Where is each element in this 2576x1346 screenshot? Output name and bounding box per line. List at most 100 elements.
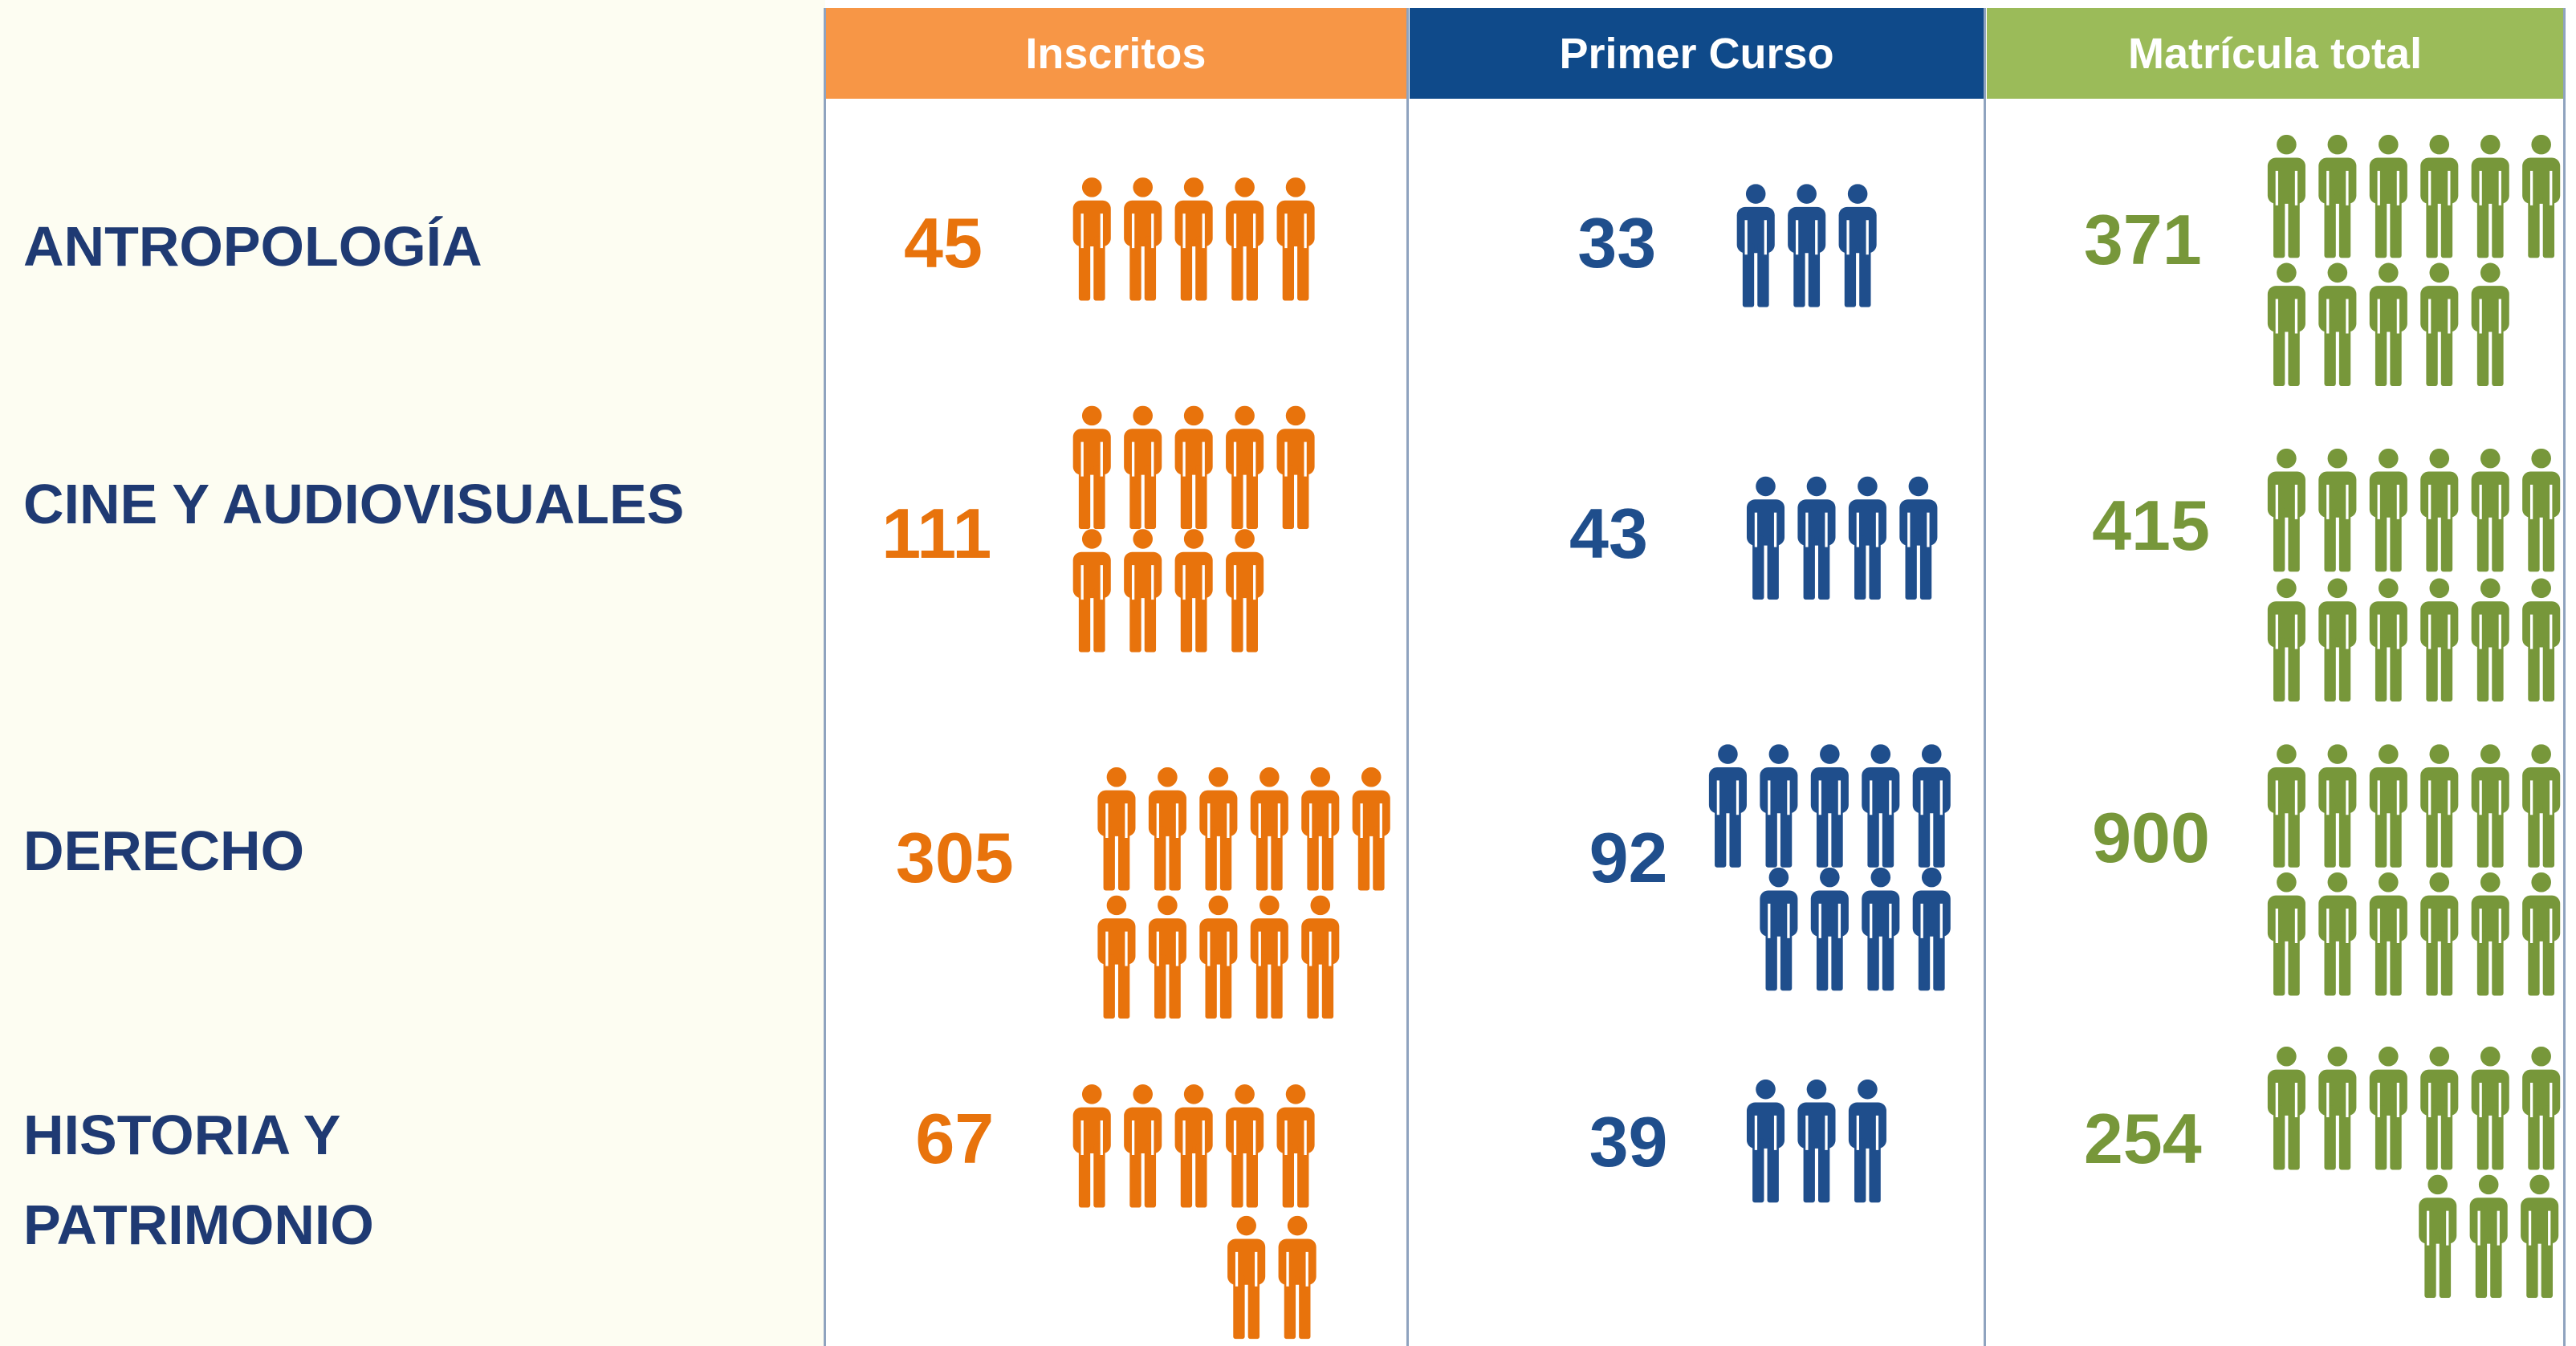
person-icon (1224, 529, 1265, 653)
person-icon (1173, 1084, 1215, 1208)
person-icon (2266, 578, 2307, 702)
value: 111 (881, 494, 992, 574)
person-icon (1096, 767, 1137, 891)
person-icon (2368, 578, 2409, 702)
person-icon (2521, 1046, 2562, 1170)
person-icon (1911, 744, 1952, 868)
person-icon (1224, 177, 1265, 301)
person-icon (2521, 872, 2562, 996)
person-icon (2368, 134, 2409, 258)
person-icon (1911, 867, 1952, 991)
column-divider (1983, 8, 1986, 1346)
value: 305 (895, 817, 1014, 897)
value: 39 (1589, 1101, 1668, 1181)
person-icon (1173, 177, 1215, 301)
person-icon (1837, 184, 1878, 307)
person-icon (2417, 1174, 2458, 1299)
person-icon (1226, 1215, 1267, 1340)
person-icon (2521, 578, 2562, 702)
person-icon (2419, 448, 2460, 572)
person-icon (2368, 262, 2409, 387)
person-icon (2266, 448, 2307, 572)
person-icon (2470, 872, 2511, 996)
person-icon (1198, 895, 1239, 1019)
row-label: HISTORIA Y PATRIMONIO (23, 1103, 374, 1256)
person-icon (1275, 177, 1316, 301)
person-icon (1173, 529, 1215, 653)
row-label: ANTROPOLOGÍA (23, 215, 482, 279)
person-icon (2419, 134, 2460, 258)
person-icon (2419, 262, 2460, 387)
person-icon (1122, 529, 1163, 653)
person-icon (1072, 405, 1113, 530)
column-header: Primer Curso (1410, 8, 1984, 99)
value: 415 (2092, 486, 2210, 566)
person-icon (1745, 1079, 1786, 1203)
person-icon (2521, 134, 2562, 258)
person-icon (1860, 867, 1901, 991)
person-icon (2470, 448, 2511, 572)
person-icon (2468, 1174, 2509, 1299)
person-icon (2317, 448, 2358, 572)
person-icon (1736, 184, 1776, 307)
person-icon (1224, 405, 1265, 530)
person-icon (2266, 262, 2307, 387)
person-icon (2317, 872, 2358, 996)
value: 67 (915, 1098, 995, 1178)
person-icon (1249, 895, 1290, 1019)
person-icon (2521, 448, 2562, 572)
person-icon (2521, 744, 2562, 868)
person-icon (2266, 1046, 2307, 1170)
label-panel (0, 0, 825, 1346)
column-divider (1406, 8, 1410, 1346)
column-divider (2563, 8, 2566, 1346)
person-icon (1745, 476, 1786, 600)
person-icon (1249, 767, 1290, 891)
person-icon (2519, 1174, 2560, 1299)
person-icon (2317, 134, 2358, 258)
person-icon (2368, 1046, 2409, 1170)
person-icon (1096, 895, 1137, 1019)
person-icon (1758, 867, 1800, 991)
person-icon (1147, 895, 1188, 1019)
person-icon (1758, 744, 1800, 868)
person-icon (2266, 872, 2307, 996)
person-icon (2266, 134, 2307, 258)
person-icon (2317, 1046, 2358, 1170)
person-icon (2470, 134, 2511, 258)
person-icon (1072, 177, 1113, 301)
person-icon (2317, 744, 2358, 868)
person-icon (2368, 744, 2409, 868)
person-icon (1072, 1084, 1113, 1208)
person-icon (1147, 767, 1188, 891)
person-icon (1276, 1215, 1318, 1340)
person-icon (1796, 1079, 1837, 1203)
row-label: CINE Y AUDIOVISUALES (23, 473, 685, 536)
person-icon (1072, 529, 1113, 653)
person-icon (2419, 1046, 2460, 1170)
person-icon (1809, 867, 1850, 991)
column-header: Matrícula total (1986, 8, 2564, 99)
person-icon (2470, 1046, 2511, 1170)
value: 900 (2092, 797, 2210, 877)
person-icon (2317, 578, 2358, 702)
person-icon (1707, 744, 1748, 868)
person-icon (1122, 405, 1163, 530)
person-icon (2470, 578, 2511, 702)
person-icon (2419, 578, 2460, 702)
person-icon (1809, 744, 1850, 868)
person-icon (1122, 177, 1163, 301)
person-icon (2266, 744, 2307, 868)
person-icon (1860, 744, 1901, 868)
column-header: Inscritos (824, 8, 1407, 99)
person-icon (2470, 744, 2511, 868)
value: 33 (1577, 202, 1657, 283)
row-label: DERECHO (23, 819, 305, 883)
person-icon (2368, 872, 2409, 996)
person-icon (1786, 184, 1827, 307)
person-icon (1275, 405, 1316, 530)
person-icon (1173, 405, 1215, 530)
person-icon (1198, 767, 1239, 891)
column-divider (823, 8, 826, 1346)
